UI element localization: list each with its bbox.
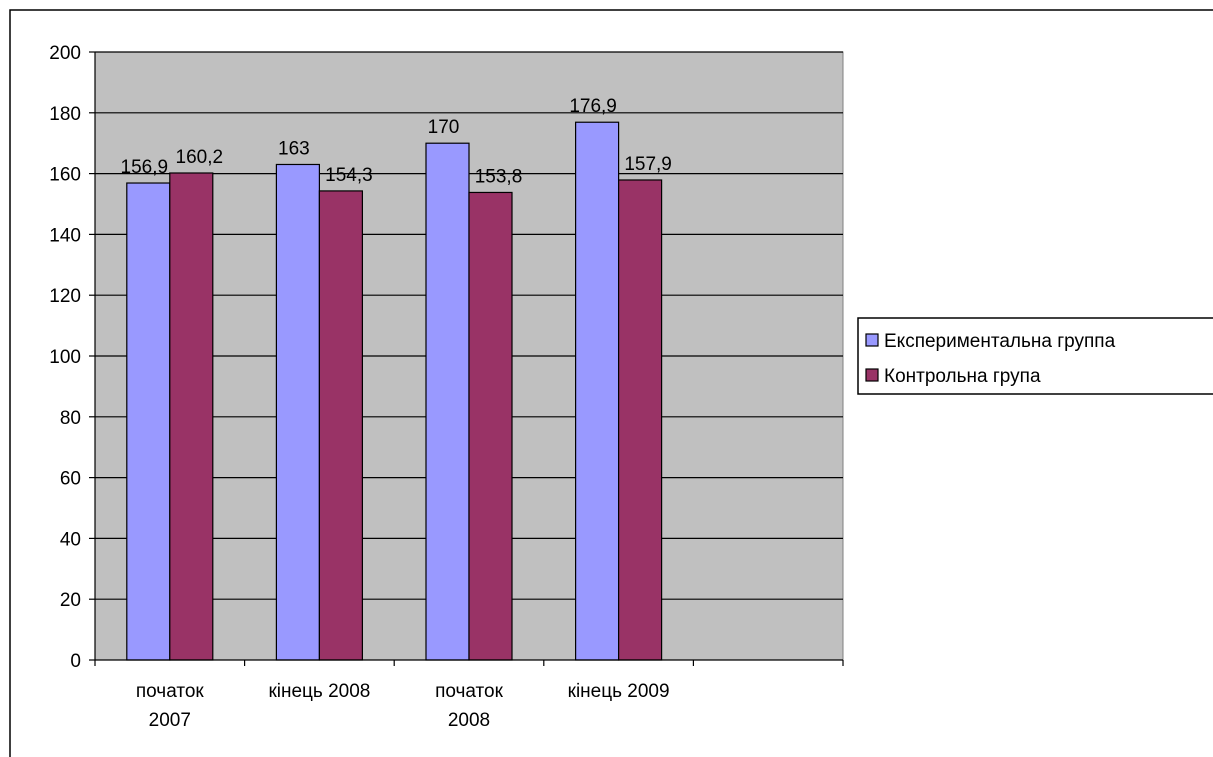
bar-experimental-3: [574, 121, 620, 661]
axes: [89, 51, 844, 666]
x-tick-label-0-1: 2007: [149, 710, 191, 731]
data-label-experimental-0: 156,9: [121, 157, 169, 178]
data-label-control-2: 153,8: [475, 166, 523, 187]
x-tick-label-0-0: початок: [136, 681, 205, 702]
bar-control-2: [468, 191, 513, 661]
data-label-control-0: 160,2: [176, 147, 224, 168]
legend: Експериментальна группа Контрольна група: [857, 317, 1213, 395]
data-label-experimental-1: 163: [278, 138, 310, 159]
y-tick-label-60: 60: [60, 469, 81, 490]
bar-experimental-1: [275, 163, 320, 661]
y-tick-label-140: 140: [49, 225, 81, 246]
y-tick-label-0: 0: [70, 651, 81, 672]
legend-label-0: Експериментальна группа: [884, 331, 1116, 352]
legend-label-1: Контрольна група: [884, 366, 1041, 387]
bar-control-1: [318, 190, 363, 661]
y-tick-label-100: 100: [49, 347, 81, 368]
y-tick-label-120: 120: [49, 286, 81, 307]
data-label-experimental-2: 170: [428, 117, 460, 138]
y-tick-label-160: 160: [49, 165, 81, 186]
data-label-control-1: 154,3: [325, 165, 373, 186]
data-labels: 156,9 163 170 176,9 160,2 154,3 153,8 157,9: [121, 96, 672, 187]
y-tick-label-20: 20: [60, 590, 81, 611]
legend-box: [857, 317, 1213, 395]
legend-swatch-0: [865, 333, 879, 347]
bars: [126, 121, 663, 661]
legend-swatch-1: [865, 368, 879, 382]
y-tick-label-200: 200: [49, 43, 81, 64]
bar-experimental-0: [126, 182, 171, 661]
x-tick-labels: початок 2007 кінець 2008 початок 2008 кінець …: [136, 681, 670, 731]
y-tick-label-180: 180: [49, 104, 81, 125]
bar-control-0: [169, 172, 214, 661]
x-tick-label-2-0: початок: [435, 681, 504, 702]
bar-control-3: [617, 179, 663, 661]
x-tick-label-3-0: кінець 2009: [568, 681, 670, 702]
x-tick-label-1-0: кінець 2008: [268, 681, 370, 702]
y-tick-label-40: 40: [60, 529, 81, 550]
x-tick-label-2-1: 2008: [448, 710, 490, 731]
data-label-control-3: 157,9: [624, 154, 672, 175]
data-label-experimental-3: 176,9: [569, 96, 617, 117]
bar-experimental-2: [425, 142, 470, 661]
y-tick-label-80: 80: [60, 408, 81, 429]
y-tick-labels: 0 20 40 60 80 100 120 140 160 180 200: [49, 43, 81, 672]
